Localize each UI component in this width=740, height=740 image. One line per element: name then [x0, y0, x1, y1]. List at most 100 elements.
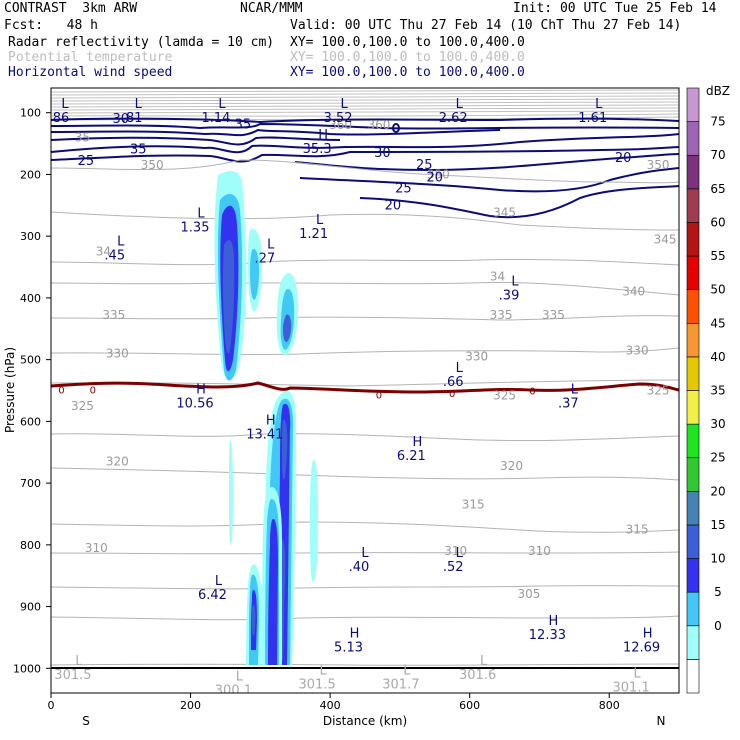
colorbar-swatch	[686, 289, 700, 324]
extremum-kind: L	[75, 654, 83, 669]
theta-label: 305	[518, 587, 541, 601]
extremum-value: 13.41	[246, 427, 283, 442]
colorbar-level-label: 75	[710, 115, 725, 129]
extrema-labels: L.86L.81L1.14L3.52L2.62L1.61H35.3L1.35L1…	[51, 97, 660, 699]
y-axis-label: Pressure (hPa)	[3, 347, 17, 433]
theta-label: 345	[654, 232, 677, 246]
extremum-value: 300.1	[215, 684, 252, 699]
extremum-kind: H	[549, 614, 559, 629]
reflectivity-cell-upper-core	[250, 249, 259, 300]
colorbar-level-label: 10	[710, 552, 725, 566]
extremum-value: .52	[443, 560, 464, 575]
extremum-value: 2.62	[439, 111, 468, 126]
x-tick-label: 600	[459, 699, 480, 712]
reflectivity-cell-25dbz	[222, 240, 235, 354]
extremum-value: 3.52	[324, 111, 353, 126]
wind-contour-label: 20	[427, 171, 444, 186]
colorbar-level-label: 40	[710, 350, 725, 364]
extremum-kind: H	[318, 128, 328, 143]
y-axis: 100 200 300 400 500 600 700 800 900 1000	[13, 107, 51, 675]
theta-label: 335	[490, 308, 513, 322]
extremum-value: 35.3	[303, 142, 332, 157]
x-axis: 0 200 400 600 800	[48, 693, 620, 712]
reflectivity-cell-mid-core	[283, 314, 292, 342]
extremum-value: .27	[254, 252, 275, 267]
theta-label: 340	[622, 285, 645, 299]
extremum-value: 301.7	[382, 677, 419, 692]
extremum-kind: L	[267, 238, 275, 253]
extremum-kind: L	[236, 670, 244, 685]
y-tick-label: 300	[20, 230, 41, 243]
colorbar-level-label: 25	[710, 451, 725, 465]
extremum-kind: L	[511, 275, 519, 290]
colorbar-level-label: 60	[710, 215, 725, 229]
theta-label: 350	[427, 167, 450, 181]
extremum-value: 1.14	[201, 111, 230, 126]
reflectivity-streak-b	[310, 459, 318, 582]
reflectivity-cell-surface-max	[252, 604, 256, 636]
y-tick-label: 100	[20, 107, 41, 120]
extremum-kind: L	[571, 383, 579, 398]
extremum-kind: L	[320, 663, 328, 678]
y-tick-label: 1000	[13, 662, 41, 675]
extremum-value: 301.1	[613, 681, 650, 696]
colorbar-swatch	[686, 255, 700, 290]
theta-label: 330	[465, 350, 488, 364]
freezing-level-label: 0	[529, 387, 535, 398]
freezing-level-label: 0	[58, 386, 64, 397]
freezing-level-label: 0	[90, 386, 96, 397]
theta-label: 320	[500, 459, 523, 473]
extremum-kind: H	[266, 413, 276, 428]
extremum-value: 1.61	[578, 111, 607, 126]
colorbar-swatch	[686, 390, 700, 425]
theta-label: 335	[102, 308, 125, 322]
extremum-value: 10.56	[176, 397, 213, 412]
extremum-kind: L	[316, 213, 324, 228]
colorbar: 0 5 10 15 20 25 30 35 40 45 50 55 60 65 70 75	[686, 87, 726, 694]
extremum-kind: H	[412, 435, 422, 450]
field-xy-theta: XY= 100.0,100.0 to 100.0,400.0	[290, 50, 525, 65]
colorbar-swatch	[686, 87, 700, 122]
y-tick-label: 800	[20, 539, 41, 552]
colorbar-swatch	[686, 591, 700, 627]
wind-contour-label: 20	[615, 151, 632, 166]
extremum-kind: L	[61, 97, 69, 112]
extremum-kind: H	[196, 383, 206, 398]
extremum-value: 5.13	[334, 640, 363, 655]
theta-label: 330	[626, 343, 649, 357]
theta-label: 325	[493, 388, 516, 402]
colorbar-level-label: 0	[714, 619, 722, 633]
extremum-value: 301.5	[54, 668, 91, 683]
reflectivity-streak-a	[229, 439, 233, 545]
colorbar-swatch	[686, 121, 700, 156]
extremum-value: .37	[558, 397, 579, 412]
theta-label: 315	[626, 522, 649, 536]
y-tick-label: 700	[20, 477, 41, 490]
extremum-value: .39	[499, 289, 520, 304]
extremum-value: 1.35	[181, 221, 210, 236]
plot-frame	[50, 87, 680, 694]
header-org: NCAR/MMM	[240, 1, 303, 16]
extremum-value: 12.33	[529, 628, 566, 643]
colorbar-level-label: 35	[710, 384, 725, 398]
colorbar-swatch	[686, 322, 700, 358]
colorbar-level-label: 15	[710, 518, 725, 532]
theta-label: 310	[85, 541, 108, 555]
wind-contour-label: 25	[78, 154, 95, 169]
colorbar-level-label: 45	[710, 316, 725, 330]
extremum-kind: L	[361, 546, 369, 561]
extremum-value: 301.6	[459, 668, 496, 683]
theta-label: 360	[368, 118, 391, 132]
extremum-value: .81	[122, 111, 143, 126]
header-init: Init: 00 UTC Tue 25 Feb 14	[513, 1, 717, 16]
colorbar-level-label: 55	[710, 249, 725, 263]
wind-contour-label: 25	[416, 158, 433, 173]
header-valid: Valid: 00 UTC Thu 27 Feb 14 (10 ChT Thu …	[290, 18, 682, 33]
theta-label: 320	[106, 454, 129, 468]
field-label-wind: Horizontal wind speed	[8, 65, 173, 80]
colorbar-level-label: 20	[710, 484, 725, 498]
extremum-value: .40	[349, 560, 370, 575]
extremum-value: 301.5	[299, 677, 336, 692]
